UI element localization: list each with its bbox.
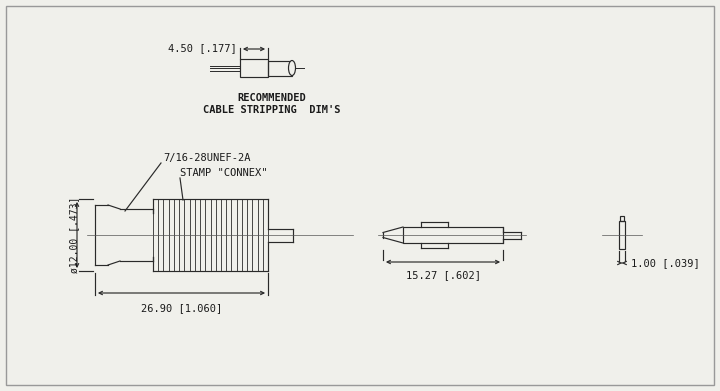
Text: 7/16-28UNEF-2A: 7/16-28UNEF-2A: [163, 153, 251, 163]
Bar: [403, 227, 503, 243]
Text: 1.00 [.039]: 1.00 [.039]: [631, 258, 700, 268]
Text: 15.27 [.602]: 15.27 [.602]: [405, 270, 480, 280]
Bar: [619, 221, 625, 249]
Bar: [620, 216, 624, 221]
Text: STAMP "CONNEX": STAMP "CONNEX": [180, 168, 268, 178]
Text: 4.50 [.177]: 4.50 [.177]: [168, 43, 237, 53]
Ellipse shape: [289, 61, 295, 75]
Text: CABLE STRIPPING  DIM'S: CABLE STRIPPING DIM'S: [203, 105, 341, 115]
Text: ø12.00 [.473]: ø12.00 [.473]: [69, 197, 79, 273]
Bar: [240, 59, 268, 77]
Bar: [268, 61, 292, 75]
Text: RECOMMENDED: RECOMMENDED: [238, 93, 307, 103]
Text: 26.90 [1.060]: 26.90 [1.060]: [141, 303, 222, 313]
